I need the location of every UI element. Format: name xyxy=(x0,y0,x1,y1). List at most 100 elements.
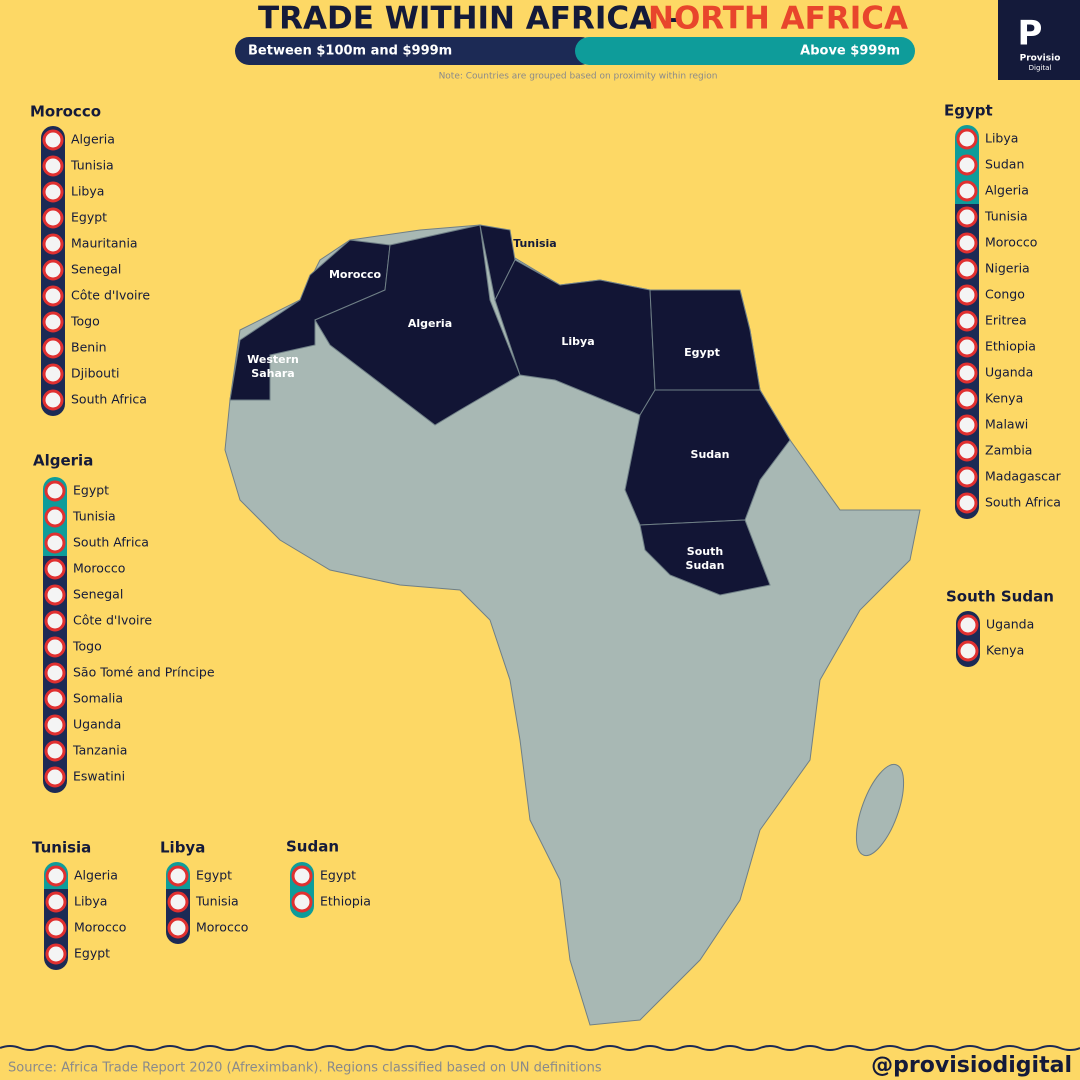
partner: Algeria xyxy=(71,132,115,147)
partner: Algeria xyxy=(74,868,118,883)
partner: Egypt xyxy=(320,868,356,883)
flag xyxy=(167,891,189,913)
partner: South Africa xyxy=(985,495,1061,510)
title-accent: NORTH AFRICA xyxy=(648,1,908,37)
partner: Côte d'Ivoire xyxy=(71,288,150,303)
partner: Morocco xyxy=(73,561,125,576)
flag xyxy=(42,181,64,203)
flag xyxy=(42,129,64,151)
partner: Egypt xyxy=(196,868,232,883)
partner: Zambia xyxy=(985,443,1032,458)
partner: Egypt xyxy=(74,946,110,961)
partner: South Africa xyxy=(71,392,147,407)
logo-mark: P xyxy=(1018,14,1043,54)
group-title: South Sudan xyxy=(946,588,1054,606)
flag xyxy=(45,891,67,913)
handle: @provisiodigital xyxy=(871,1053,1072,1078)
flag xyxy=(957,640,979,662)
flag xyxy=(42,311,64,333)
flag xyxy=(956,128,978,150)
group-title: Algeria xyxy=(33,452,93,470)
partner: Libya xyxy=(71,184,104,199)
map-label: South Sudan xyxy=(685,545,725,572)
flag xyxy=(956,492,978,514)
partner: Morocco xyxy=(985,235,1037,250)
partner: Mauritania xyxy=(71,236,138,251)
note: Note: Countries are grouped based on pro… xyxy=(439,72,718,82)
flag xyxy=(956,154,978,176)
flag xyxy=(45,943,67,965)
flag xyxy=(42,363,64,385)
flag xyxy=(44,558,66,580)
group-title: Libya xyxy=(160,839,205,857)
algeria xyxy=(314,224,521,426)
flag xyxy=(957,614,979,636)
flag xyxy=(956,232,978,254)
flag xyxy=(956,206,978,228)
legend-label: Above $999m xyxy=(800,44,900,59)
group-title: Morocco xyxy=(30,103,101,121)
partner: Uganda xyxy=(985,365,1033,380)
partner: Morocco xyxy=(74,920,126,935)
partner: Uganda xyxy=(986,617,1034,632)
partner: Tanzania xyxy=(72,743,127,758)
flag xyxy=(42,337,64,359)
flag xyxy=(44,662,66,684)
map-label: Egypt xyxy=(684,346,720,359)
flag xyxy=(44,714,66,736)
map-label: Morocco xyxy=(328,268,382,281)
group-title: Tunisia xyxy=(32,839,91,857)
flag xyxy=(45,917,67,939)
egypt xyxy=(649,289,761,391)
legend-bar-mid xyxy=(235,37,595,65)
flag xyxy=(44,610,66,632)
source: Source: Africa Trade Report 2020 (Afrexi… xyxy=(8,1061,602,1076)
partner: Ethiopia xyxy=(985,339,1036,354)
partner: Somalia xyxy=(73,691,123,706)
logo-line: Provisio xyxy=(1020,54,1061,64)
map-label: Tunisia xyxy=(513,237,557,250)
logo-line: Digital xyxy=(1029,64,1052,72)
flag xyxy=(42,233,64,255)
flag xyxy=(956,440,978,462)
partner: Tunisia xyxy=(195,894,239,909)
flag xyxy=(42,155,64,177)
flag xyxy=(956,180,978,202)
partner: Morocco xyxy=(196,920,248,935)
partner: Congo xyxy=(985,287,1025,302)
partner: Tunisia xyxy=(70,158,114,173)
partner: Madagascar xyxy=(985,469,1062,484)
flag xyxy=(956,310,978,332)
partner: Senegal xyxy=(73,587,123,602)
partner: Kenya xyxy=(986,643,1024,658)
flag xyxy=(44,688,66,710)
flag xyxy=(291,865,313,887)
map-label: Western Sahara xyxy=(247,353,299,380)
flag xyxy=(956,362,978,384)
partner: Djibouti xyxy=(71,366,119,381)
flag xyxy=(42,207,64,229)
group-title: Egypt xyxy=(944,102,993,120)
logo-box xyxy=(998,0,1080,80)
partner: Eritrea xyxy=(985,313,1027,328)
partner: São Tomé and Príncipe xyxy=(73,665,215,680)
partner: Egypt xyxy=(73,483,109,498)
madagascar xyxy=(855,763,905,857)
partner: Nigeria xyxy=(985,261,1030,276)
partner: Togo xyxy=(72,639,102,654)
partner: Libya xyxy=(74,894,107,909)
partner: Ethiopia xyxy=(320,894,371,909)
flag xyxy=(44,636,66,658)
partner: Tunisia xyxy=(72,509,116,524)
south-sudan xyxy=(639,519,771,596)
wave xyxy=(0,1045,1080,1051)
flag xyxy=(44,584,66,606)
group-title: Sudan xyxy=(286,838,339,856)
flag xyxy=(44,532,66,554)
flag xyxy=(42,259,64,281)
flag xyxy=(956,466,978,488)
flag xyxy=(45,865,67,887)
map xyxy=(224,224,921,1026)
